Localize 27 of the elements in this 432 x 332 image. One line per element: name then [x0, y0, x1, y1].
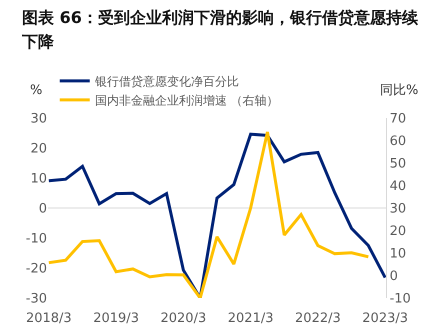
y2-tick-label: 50	[390, 156, 406, 172]
x-tick-label: 2023/3	[362, 311, 408, 326]
legend-label: 国内非金融企业利润增速 （右轴）	[94, 94, 279, 108]
y-axis-title: %	[30, 83, 42, 98]
x-tick-label: 2019/3	[93, 311, 139, 326]
y2-axis-title: 同比%	[380, 83, 418, 98]
y2-tick-label: 30	[390, 202, 406, 217]
x-tick-label: 2020/3	[160, 311, 206, 326]
y-tick-label: 20	[30, 142, 47, 157]
y-tick-label: -20	[26, 262, 47, 277]
y-tick-label: -10	[26, 232, 47, 247]
x-tick-label: 2022/3	[295, 311, 341, 326]
chart-title: 图表 66：受到企业利润下滑的影响，银行借贷意愿持续下降	[22, 7, 419, 53]
x-tick-label: 2021/3	[228, 311, 274, 326]
y2-tick-label: 60	[390, 134, 406, 150]
y-tick-label: 30	[30, 112, 47, 127]
y2-tick-label: -10	[390, 292, 411, 307]
y2-tick-label: 70	[390, 112, 406, 127]
x-tick-label: 2018/3	[26, 311, 72, 326]
y-tick-label: 10	[30, 172, 47, 187]
y2-tick-label: 0	[390, 269, 398, 284]
y-tick-label: -30	[26, 292, 47, 307]
y2-tick-label: 10	[390, 246, 406, 262]
y2-tick-label: 20	[390, 224, 406, 240]
y2-tick-label: 40	[390, 179, 406, 194]
y-tick-label: 0	[38, 202, 47, 217]
legend-label: 银行借贷意愿变化净百分比	[94, 74, 239, 89]
